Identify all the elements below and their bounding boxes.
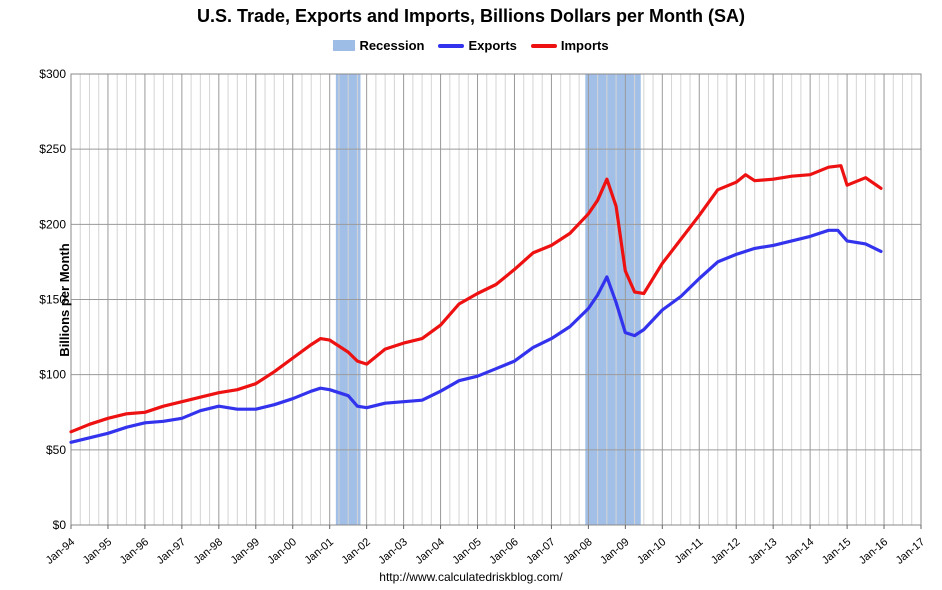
legend-label-imports: Imports — [560, 38, 609, 53]
x-ticks: Jan-94 Jan-95 Jan-96 Jan-97 Jan-98 Jan-99 Jan-… — [44, 525, 927, 567]
y-tick-label: $150 — [39, 293, 66, 307]
legend-label-exports: Exports — [468, 38, 517, 53]
x-tick-label: Jan-04 — [413, 536, 446, 567]
y-tick-label: $0 — [53, 518, 67, 532]
y-ticks: $0 $50 $100 $150 $200 $250 $300 — [39, 67, 66, 532]
x-tick-label: Jan-11 — [673, 536, 706, 566]
x-tick-label: Jan-97 — [155, 536, 188, 567]
x-tick-label: Jan-17 — [894, 536, 927, 567]
y-tick-label: $100 — [39, 368, 66, 382]
legend-item-exports: Exports — [438, 38, 517, 53]
imports-swatch — [530, 43, 557, 48]
x-tick-label: Jan-08 — [561, 536, 594, 567]
y-tick-label: $300 — [39, 67, 66, 81]
x-tick-label: Jan-95 — [81, 536, 114, 567]
x-tick-label: Jan-12 — [709, 536, 742, 567]
x-tick-label: Jan-02 — [339, 536, 372, 567]
series-imports-line — [69, 164, 883, 434]
x-tick-label: Jan-15 — [820, 536, 853, 567]
y-tick-label: $200 — [39, 217, 66, 231]
x-tick-label: Jan-16 — [857, 536, 890, 567]
x-tick-label: Jan-10 — [635, 536, 668, 567]
x-tick-label: Jan-94 — [44, 536, 77, 567]
plot-frame — [70, 73, 922, 526]
legend-label-recession: Recession — [359, 38, 425, 53]
y-axis-label: Billions per Month — [57, 243, 73, 357]
y-tick-label: $250 — [39, 142, 66, 156]
x-tick-label: Jan-09 — [598, 536, 631, 567]
x-tick-label: Jan-98 — [192, 536, 225, 567]
legend-item-recession: Recession — [333, 38, 424, 53]
exports-swatch — [438, 43, 465, 48]
x-tick-label: Jan-01 — [302, 536, 335, 567]
y-tick-label: $50 — [46, 443, 66, 457]
x-tick-label: Jan-07 — [524, 536, 557, 567]
series-exports-line — [69, 228, 883, 444]
series-lines — [69, 164, 883, 444]
x-tick-label: Jan-96 — [118, 536, 151, 567]
chart-title: U.S. Trade, Exports and Imports, Billion… — [196, 6, 746, 26]
x-tick-label: Jan-13 — [746, 536, 779, 567]
legend-item-imports: Imports — [530, 38, 609, 53]
x-tick-label: Jan-06 — [487, 536, 520, 567]
source-url: http://www.calculatedriskblog.com/ — [379, 570, 563, 584]
x-tick-label: Jan-03 — [376, 536, 409, 567]
x-tick-label: Jan-00 — [266, 536, 299, 567]
x-tick-label: Jan-99 — [229, 536, 262, 567]
x-tick-label: Jan-14 — [783, 536, 816, 567]
recession-swatch — [333, 40, 356, 51]
gridlines — [70, 73, 922, 526]
x-tick-label: Jan-05 — [450, 536, 483, 567]
legend: Recession Exports Imports — [0, 38, 942, 53]
